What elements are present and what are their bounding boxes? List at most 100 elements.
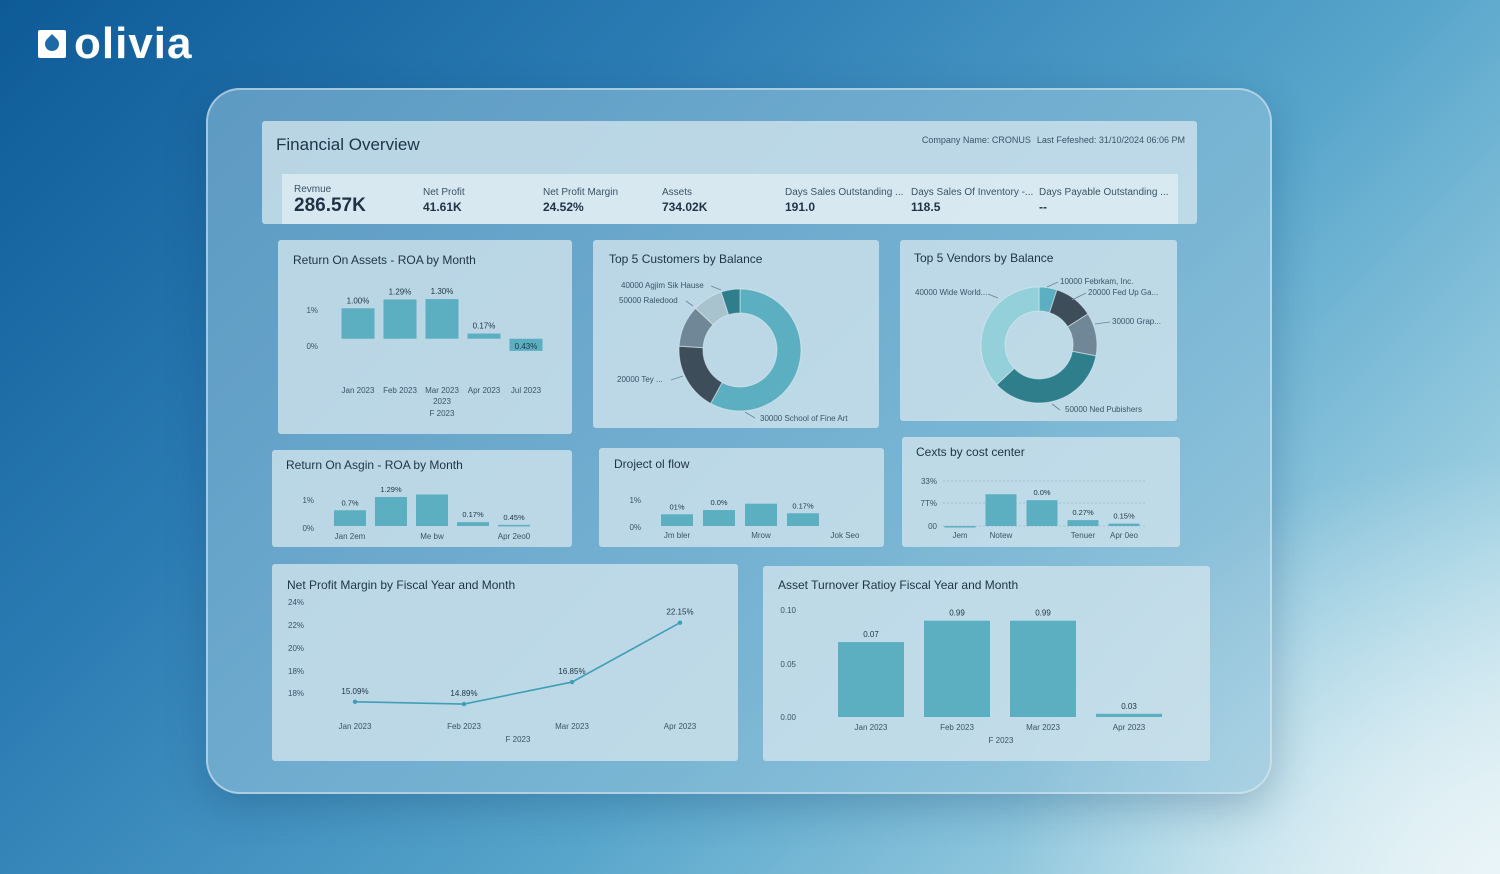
chart-title: Asset Turnover Ratioy Fiscal Year and Mo… (778, 578, 1018, 592)
top-vendors-panel[interactable]: Top 5 Vendors by Balance 10000 Febrkam, I… (900, 240, 1177, 421)
bar (375, 496, 407, 526)
leader-line (1071, 292, 1087, 301)
company-name: Company Name: CRONUS (921, 135, 1031, 145)
slice-label: 20000 Fed Up Ga... (1088, 288, 1158, 297)
kpi-net-profit[interactable]: Net Profit 41.61K (423, 187, 465, 214)
chart-title: Return On Assets - ROA by Month (293, 253, 476, 267)
net-profit-margin-panel[interactable]: Net Profit Margin by Fiscal Year and Mon… (272, 564, 738, 761)
x-tick-label: Jan 2023 (342, 386, 375, 395)
x-tick-label: Feb 2023 (940, 723, 974, 732)
x-tick-label-line2: 2023 (433, 397, 451, 406)
asset-turnover-panel[interactable]: Asset Turnover Ratioy Fiscal Year and Mo… (763, 566, 1210, 761)
chart-svg: Net Profit Margin by Fiscal Year and Mon… (287, 578, 697, 744)
x-tick-label: Jan 2em (335, 532, 366, 541)
data-point (461, 701, 467, 707)
data-label: 0.17% (462, 510, 484, 519)
x-tick-label: Mar 2023 (1026, 723, 1060, 732)
kpi-value: 24.52% (543, 200, 584, 214)
y-tick-label: 1% (302, 496, 314, 505)
bar (1026, 500, 1058, 526)
x-tick-label: Apr 2023 (1113, 723, 1146, 732)
chart-title: Droject ol flow (614, 457, 690, 471)
top-customers-panel[interactable]: Top 5 Customers by Balance 30000 School o… (593, 240, 879, 428)
data-label: 01% (669, 502, 684, 511)
data-label: 0.03 (1121, 702, 1137, 711)
chart-svg: Asset Turnover Ratioy Fiscal Year and Mo… (778, 578, 1162, 745)
kpi-value: 191.0 (785, 200, 816, 214)
x-axis-label: F 2023 (989, 736, 1014, 745)
x-tick-label: Jan 2023 (339, 722, 372, 731)
y-tick-label: 1% (306, 306, 318, 315)
leader-line (1094, 321, 1111, 325)
leader-line (744, 411, 756, 419)
chart-svg: Droject ol flow 1% 0% 01% 0.0% 0.17% Jm bler Mr… (614, 457, 860, 540)
slice-label: 40000 Agjim Sik Hause (621, 281, 704, 290)
chart-title: Top 5 Vendors by Balance (914, 251, 1054, 265)
y-tick-label: 7T% (921, 499, 937, 508)
data-label: 15.09% (341, 687, 368, 696)
y-tick-label: 0.00 (780, 713, 796, 722)
x-tick-label: Me bw (420, 532, 444, 541)
bar (1067, 520, 1099, 526)
x-tick-label: Jul 2023 (511, 386, 542, 395)
slice-label: 30000 School of Fine Art (760, 414, 848, 423)
bar (498, 524, 530, 527)
leader-line (1051, 403, 1061, 411)
y-tick-label: 20% (288, 644, 304, 653)
y-tick-label: 18% (288, 667, 304, 676)
slice-label: 40000 Wide World... (915, 288, 987, 297)
data-label: 0.99 (1035, 609, 1051, 618)
bar (745, 503, 777, 526)
x-tick-label: Jem (952, 531, 967, 540)
donut-slice (996, 350, 1097, 404)
data-label: 0.43% (515, 342, 538, 351)
kpi-revenue[interactable]: Revmue 286.57K (294, 184, 366, 217)
donut-slice (720, 288, 741, 316)
kpi-assets[interactable]: Assets 734.02K (662, 187, 707, 214)
roa-small-panel[interactable]: Return On Asgin - ROA by Month 1% 0% 0.7% 1.… (272, 450, 572, 547)
bar (787, 513, 819, 526)
kpi-net-profit-margin[interactable]: Net Profit Margin 24.52% (543, 187, 618, 214)
slice-label: 10000 Febrkam, Inc. (1060, 277, 1133, 286)
x-tick-label: Feb 2023 (447, 722, 481, 731)
kpi-label: Net Profit (423, 187, 465, 198)
x-tick-label: Notew (990, 531, 1013, 540)
y-tick-label: 22% (288, 621, 304, 630)
data-label: 0.45% (503, 513, 525, 522)
bar (703, 510, 735, 526)
chart-svg: Top 5 Customers by Balance 30000 School o… (609, 252, 848, 423)
kpi-label: Assets (662, 187, 693, 198)
leader-line (670, 375, 684, 381)
x-tick-label: Mar 2023 (555, 722, 589, 731)
brand-logo: olivia (38, 22, 193, 66)
leader-line (685, 300, 694, 307)
kpi-days-payable-outstanding[interactable]: Days Payable Outstanding ... -- (1039, 187, 1169, 214)
kpi-label: Days Payable Outstanding ... (1039, 187, 1169, 198)
project-flow-panel[interactable]: Droject ol flow 1% 0% 01% 0.0% 0.17% Jm bler Mr… (599, 448, 884, 547)
bar (509, 338, 543, 351)
series-line (354, 622, 681, 705)
kpi-value: -- (1039, 200, 1047, 214)
kpi-days-sales-outstanding[interactable]: Days Sales Outstanding ... 191.0 (785, 187, 903, 214)
data-label: 0.7% (341, 498, 358, 507)
chart-title: Top 5 Customers by Balance (609, 252, 763, 266)
y-tick-label: 0% (306, 342, 318, 351)
bar (924, 620, 990, 717)
bar (1010, 620, 1076, 717)
header-meta: Company Name: CRONUS Last Fefeshed: 31/1… (922, 135, 1185, 145)
y-tick-label: 33% (921, 477, 937, 486)
roa-by-month-panel[interactable]: Return On Assets - ROA by Month 1% 0% 1.00%… (278, 240, 572, 434)
donut-slice (678, 345, 723, 405)
data-label: 0.99 (949, 609, 965, 618)
x-axis-label: F 2023 (430, 409, 455, 418)
leader-line (987, 293, 999, 299)
bar (457, 522, 489, 526)
data-label: 1.00% (347, 296, 370, 305)
leader-line (710, 285, 722, 291)
costs-by-center-panel[interactable]: Cexts by cost center 33% 7T% 00 0.0% 0.27% 0.1… (902, 437, 1180, 547)
bar (1096, 713, 1162, 717)
data-point (569, 679, 575, 685)
data-label: 0.0% (710, 498, 727, 507)
x-tick-label: Apr 0eo (1110, 531, 1139, 540)
kpi-days-sales-inventory[interactable]: Days Sales Of Inventory -... 118.5 (911, 187, 1033, 214)
